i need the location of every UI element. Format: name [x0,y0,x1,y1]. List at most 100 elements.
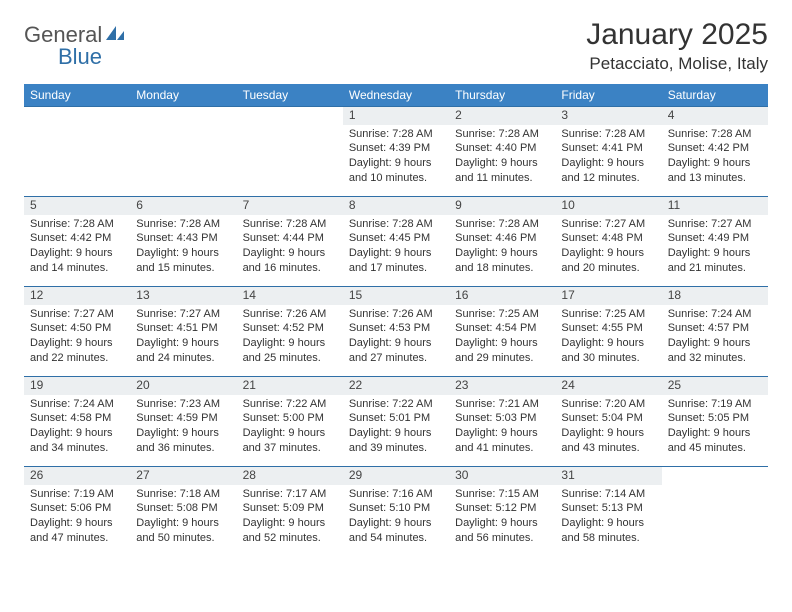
day-content-cell: Sunrise: 7:28 AMSunset: 4:40 PMDaylight:… [449,125,555,197]
day-content-cell: Sunrise: 7:28 AMSunset: 4:45 PMDaylight:… [343,215,449,287]
daylight-line: Daylight: 9 hours and 25 minutes. [243,336,337,366]
day-header: Thursday [449,84,555,107]
day-content-cell: Sunrise: 7:28 AMSunset: 4:42 PMDaylight:… [24,215,130,287]
day-number-cell: 6 [130,197,236,215]
day-content-cell: Sunrise: 7:27 AMSunset: 4:49 PMDaylight:… [662,215,768,287]
sunrise-line: Sunrise: 7:15 AM [455,487,549,502]
day-number-cell: 29 [343,467,449,485]
month-title: January 2025 [586,18,768,52]
sail-icon [104,22,126,47]
day-content-cell: Sunrise: 7:22 AMSunset: 5:01 PMDaylight:… [343,395,449,467]
sunrise-line: Sunrise: 7:28 AM [561,127,655,142]
day-content-row: Sunrise: 7:27 AMSunset: 4:50 PMDaylight:… [24,305,768,377]
daylight-line: Daylight: 9 hours and 36 minutes. [136,426,230,456]
day-number-cell: 11 [662,197,768,215]
daylight-line: Daylight: 9 hours and 12 minutes. [561,156,655,186]
daylight-line: Daylight: 9 hours and 54 minutes. [349,516,443,546]
sunset-line: Sunset: 4:39 PM [349,141,443,156]
sunset-line: Sunset: 5:08 PM [136,501,230,516]
day-content-cell: Sunrise: 7:28 AMSunset: 4:41 PMDaylight:… [555,125,661,197]
sunset-line: Sunset: 5:06 PM [30,501,124,516]
day-number-cell: 22 [343,377,449,395]
daylight-line: Daylight: 9 hours and 18 minutes. [455,246,549,276]
day-number-row: 12131415161718 [24,287,768,305]
sunset-line: Sunset: 5:00 PM [243,411,337,426]
sunset-line: Sunset: 4:55 PM [561,321,655,336]
day-content-cell: Sunrise: 7:24 AMSunset: 4:57 PMDaylight:… [662,305,768,377]
day-content-cell: Sunrise: 7:23 AMSunset: 4:59 PMDaylight:… [130,395,236,467]
sunrise-line: Sunrise: 7:16 AM [349,487,443,502]
day-content-cell: Sunrise: 7:27 AMSunset: 4:48 PMDaylight:… [555,215,661,287]
sunset-line: Sunset: 4:59 PM [136,411,230,426]
day-number-cell: 19 [24,377,130,395]
daylight-line: Daylight: 9 hours and 17 minutes. [349,246,443,276]
day-content-row: Sunrise: 7:24 AMSunset: 4:58 PMDaylight:… [24,395,768,467]
day-content-cell: Sunrise: 7:16 AMSunset: 5:10 PMDaylight:… [343,485,449,557]
sunrise-line: Sunrise: 7:22 AM [349,397,443,412]
sunset-line: Sunset: 4:50 PM [30,321,124,336]
day-number-cell: 15 [343,287,449,305]
sunset-line: Sunset: 4:41 PM [561,141,655,156]
daylight-line: Daylight: 9 hours and 22 minutes. [30,336,124,366]
sunset-line: Sunset: 4:48 PM [561,231,655,246]
daylight-line: Daylight: 9 hours and 13 minutes. [668,156,762,186]
day-content-cell: Sunrise: 7:28 AMSunset: 4:42 PMDaylight:… [662,125,768,197]
day-header: Sunday [24,84,130,107]
day-content-cell: Sunrise: 7:17 AMSunset: 5:09 PMDaylight:… [237,485,343,557]
sunrise-line: Sunrise: 7:26 AM [243,307,337,322]
day-number-cell: 5 [24,197,130,215]
day-content-cell: Sunrise: 7:24 AMSunset: 4:58 PMDaylight:… [24,395,130,467]
day-content-cell: Sunrise: 7:28 AMSunset: 4:39 PMDaylight:… [343,125,449,197]
sunset-line: Sunset: 5:05 PM [668,411,762,426]
daylight-line: Daylight: 9 hours and 10 minutes. [349,156,443,186]
daylight-line: Daylight: 9 hours and 20 minutes. [561,246,655,276]
sunrise-line: Sunrise: 7:17 AM [243,487,337,502]
daylight-line: Daylight: 9 hours and 32 minutes. [668,336,762,366]
day-content-row: Sunrise: 7:19 AMSunset: 5:06 PMDaylight:… [24,485,768,557]
daylight-line: Daylight: 9 hours and 50 minutes. [136,516,230,546]
daylight-line: Daylight: 9 hours and 58 minutes. [561,516,655,546]
sunrise-line: Sunrise: 7:24 AM [668,307,762,322]
day-content-cell [24,125,130,197]
sunrise-line: Sunrise: 7:27 AM [668,217,762,232]
sunset-line: Sunset: 5:01 PM [349,411,443,426]
daylight-line: Daylight: 9 hours and 29 minutes. [455,336,549,366]
daylight-line: Daylight: 9 hours and 34 minutes. [30,426,124,456]
calendar-head: SundayMondayTuesdayWednesdayThursdayFrid… [24,84,768,107]
sunrise-line: Sunrise: 7:25 AM [455,307,549,322]
sunset-line: Sunset: 5:10 PM [349,501,443,516]
day-number-cell: 7 [237,197,343,215]
day-number-cell: 1 [343,107,449,125]
daylight-line: Daylight: 9 hours and 52 minutes. [243,516,337,546]
daylight-line: Daylight: 9 hours and 41 minutes. [455,426,549,456]
sunset-line: Sunset: 4:46 PM [455,231,549,246]
sunset-line: Sunset: 5:09 PM [243,501,337,516]
sunrise-line: Sunrise: 7:28 AM [243,217,337,232]
logo-text: General Blue [24,24,126,68]
day-content-cell: Sunrise: 7:25 AMSunset: 4:54 PMDaylight:… [449,305,555,377]
day-number-cell: 14 [237,287,343,305]
day-content-cell: Sunrise: 7:20 AMSunset: 5:04 PMDaylight:… [555,395,661,467]
day-header: Tuesday [237,84,343,107]
day-number-cell: 31 [555,467,661,485]
day-number-cell: 16 [449,287,555,305]
daylight-line: Daylight: 9 hours and 37 minutes. [243,426,337,456]
header: General Blue January 2025 Petacciato, Mo… [24,18,768,74]
sunrise-line: Sunrise: 7:22 AM [243,397,337,412]
day-number-cell: 30 [449,467,555,485]
daylight-line: Daylight: 9 hours and 56 minutes. [455,516,549,546]
day-number-cell [130,107,236,125]
calendar-body: 1234Sunrise: 7:28 AMSunset: 4:39 PMDayli… [24,107,768,557]
day-content-cell [130,125,236,197]
sunset-line: Sunset: 5:12 PM [455,501,549,516]
sunrise-line: Sunrise: 7:27 AM [30,307,124,322]
day-content-cell: Sunrise: 7:27 AMSunset: 4:51 PMDaylight:… [130,305,236,377]
day-content-cell: Sunrise: 7:18 AMSunset: 5:08 PMDaylight:… [130,485,236,557]
daylight-line: Daylight: 9 hours and 16 minutes. [243,246,337,276]
sunrise-line: Sunrise: 7:28 AM [455,217,549,232]
day-number-cell: 20 [130,377,236,395]
day-number-cell [24,107,130,125]
sunrise-line: Sunrise: 7:28 AM [349,127,443,142]
sunset-line: Sunset: 4:51 PM [136,321,230,336]
day-number-cell: 23 [449,377,555,395]
